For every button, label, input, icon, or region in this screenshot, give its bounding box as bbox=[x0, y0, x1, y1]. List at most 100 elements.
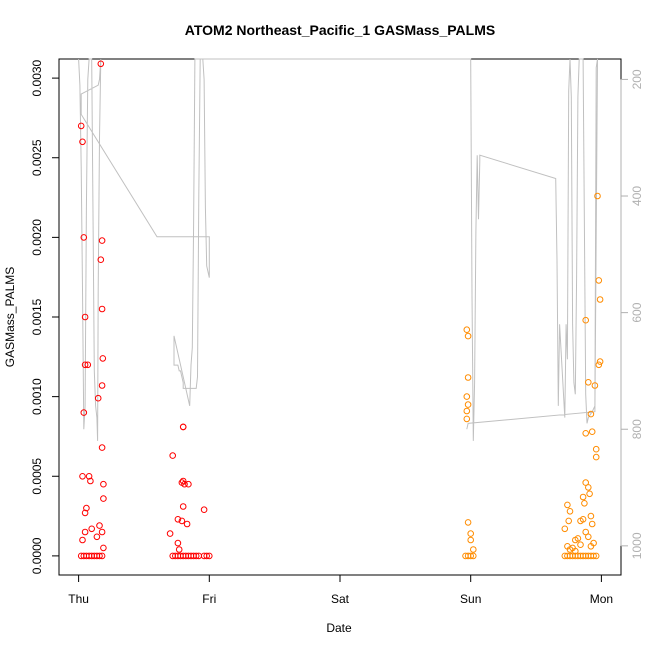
data-point bbox=[586, 490, 593, 498]
data-point bbox=[97, 60, 105, 68]
data-point bbox=[464, 519, 472, 526]
y-tick-label: 0.0020 bbox=[30, 219, 44, 256]
x-tick-label: Sun bbox=[460, 592, 481, 606]
data-point bbox=[200, 506, 208, 514]
y-tick-label: 0.0005 bbox=[30, 458, 44, 495]
data-point bbox=[596, 358, 604, 365]
data-point bbox=[81, 528, 89, 536]
data-point bbox=[175, 546, 183, 553]
data-point bbox=[572, 547, 579, 555]
data-point bbox=[470, 552, 477, 560]
data-point bbox=[582, 316, 590, 324]
y-axis: 0.0000 0.0005 0.0010 0.0015 0.0020 0.0025 0.00… bbox=[30, 59, 60, 574]
x-tick-label: Sat bbox=[331, 592, 350, 606]
data-point bbox=[166, 530, 174, 537]
data-point bbox=[98, 305, 106, 313]
y2-tick-label: 800 bbox=[630, 419, 644, 439]
data-point bbox=[579, 493, 587, 501]
data-point bbox=[94, 394, 102, 402]
y-tick-label: 0.0010 bbox=[30, 378, 44, 415]
data-point bbox=[587, 410, 595, 418]
data-point bbox=[561, 525, 569, 533]
data-point bbox=[464, 374, 472, 381]
data-point bbox=[81, 313, 89, 321]
data-point bbox=[577, 541, 584, 549]
data-point bbox=[463, 326, 471, 334]
data-point bbox=[81, 361, 89, 369]
data-point bbox=[463, 407, 471, 415]
data-point bbox=[587, 543, 595, 550]
data-point bbox=[564, 501, 571, 509]
x-tick-label: Mon bbox=[590, 592, 613, 606]
data-point bbox=[83, 504, 90, 512]
data-point bbox=[93, 533, 101, 541]
data-point bbox=[79, 536, 86, 544]
data-point bbox=[463, 415, 471, 423]
data-point bbox=[183, 520, 191, 528]
data-point bbox=[595, 361, 603, 369]
data-point bbox=[179, 477, 187, 485]
data-point bbox=[98, 237, 106, 244]
x-axis-label: Date bbox=[326, 621, 352, 635]
data-point bbox=[100, 495, 107, 502]
data-point bbox=[192, 552, 200, 560]
data-point bbox=[98, 528, 106, 536]
data-points-layer bbox=[77, 60, 604, 560]
data-point bbox=[80, 409, 88, 416]
data-point bbox=[591, 382, 599, 389]
pressure-line bbox=[78, 58, 598, 441]
data-point bbox=[463, 393, 471, 400]
data-point bbox=[206, 552, 213, 560]
data-point bbox=[595, 277, 603, 284]
data-point bbox=[169, 452, 176, 459]
x-tick-label: Thu bbox=[68, 592, 89, 606]
data-point bbox=[582, 430, 590, 437]
y-tick-label: 0.0000 bbox=[30, 537, 44, 574]
data-point bbox=[203, 552, 210, 560]
data-point bbox=[590, 552, 597, 560]
y-tick-label: 0.0025 bbox=[30, 139, 44, 176]
data-point bbox=[585, 484, 592, 491]
y2-tick-label: 600 bbox=[630, 302, 644, 322]
data-point bbox=[81, 509, 89, 517]
data-point bbox=[596, 296, 604, 303]
data-point bbox=[77, 122, 85, 130]
data-point bbox=[179, 423, 187, 431]
data-point bbox=[84, 361, 92, 369]
data-point bbox=[174, 516, 182, 523]
x-axis: Thu Fri Sat Sun Mon bbox=[68, 574, 613, 606]
data-point bbox=[85, 473, 93, 480]
data-point bbox=[574, 535, 582, 542]
data-point bbox=[98, 444, 106, 451]
y-tick-label: 0.0030 bbox=[30, 59, 44, 96]
data-point bbox=[98, 382, 106, 389]
data-point bbox=[592, 552, 600, 560]
y-axis-label: GASMass_PALMS bbox=[3, 267, 17, 367]
data-point bbox=[585, 379, 592, 386]
pressure-line-layer bbox=[78, 58, 598, 441]
data-point bbox=[587, 512, 595, 520]
data-point bbox=[464, 401, 472, 408]
data-point bbox=[565, 517, 573, 525]
data-point bbox=[579, 516, 587, 523]
y2-tick-label: 400 bbox=[630, 186, 644, 206]
data-point bbox=[98, 552, 106, 560]
data-point bbox=[100, 480, 107, 488]
data-point bbox=[467, 530, 475, 537]
y2-axis: 200 400 600 800 1000 bbox=[620, 69, 644, 559]
data-point bbox=[588, 520, 596, 528]
data-point bbox=[96, 522, 103, 529]
data-point bbox=[100, 544, 107, 552]
data-point bbox=[99, 355, 107, 362]
y2-tick-label: 1000 bbox=[630, 532, 644, 559]
data-point bbox=[181, 480, 188, 488]
x-tick-label: Fri bbox=[202, 592, 216, 606]
data-point bbox=[585, 533, 592, 541]
data-point bbox=[592, 453, 600, 461]
data-point bbox=[79, 138, 86, 146]
data-point bbox=[592, 445, 600, 453]
plot-frame bbox=[58, 58, 622, 576]
data-point bbox=[174, 539, 182, 547]
data-point bbox=[594, 192, 601, 200]
